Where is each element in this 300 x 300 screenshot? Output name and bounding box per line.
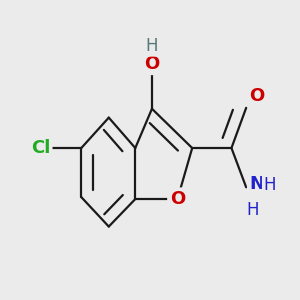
Text: O: O (170, 190, 185, 208)
Text: O: O (144, 55, 160, 73)
Text: H: H (146, 37, 158, 55)
Text: H: H (246, 201, 259, 219)
Text: Cl: Cl (31, 139, 50, 157)
Text: N: N (249, 176, 264, 194)
Text: O: O (249, 87, 264, 105)
Text: H: H (263, 176, 276, 194)
